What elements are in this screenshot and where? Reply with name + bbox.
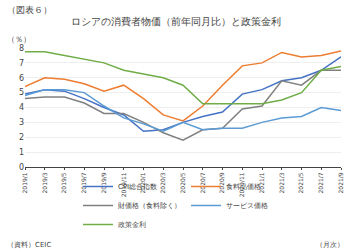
svg-text:政策金利: 政策金利 <box>118 221 146 229</box>
svg-text:2019/5: 2019/5 <box>60 172 67 193</box>
svg-text:食料品価格: 食料品価格 <box>226 183 261 191</box>
svg-text:2021/9: 2021/9 <box>337 172 344 193</box>
svg-text:サービス価格: サービス価格 <box>226 202 268 210</box>
svg-text:（月次）: （月次） <box>316 241 344 249</box>
svg-text:2020/5: 2020/5 <box>179 172 186 193</box>
svg-text:2019/1: 2019/1 <box>21 172 28 193</box>
svg-text:6: 6 <box>19 74 24 83</box>
svg-text:2019/11: 2019/11 <box>119 172 127 198</box>
svg-text:0: 0 <box>19 163 24 172</box>
svg-text:8: 8 <box>19 44 24 53</box>
svg-text:2019/3: 2019/3 <box>41 172 48 193</box>
svg-text:7: 7 <box>19 59 24 68</box>
svg-text:財価格（食料除く）: 財価格（食料除く） <box>118 202 181 210</box>
svg-text:（％）: （％） <box>7 35 31 44</box>
svg-text:ロシアの消費者物価（前年同月比）と政策金利: ロシアの消費者物価（前年同月比）と政策金利 <box>71 16 281 27</box>
svg-text:2021/3: 2021/3 <box>278 172 285 193</box>
svg-text:1: 1 <box>19 148 24 157</box>
svg-text:2: 2 <box>19 133 24 142</box>
svg-text:2020/3: 2020/3 <box>159 172 166 193</box>
svg-text:2021/5: 2021/5 <box>297 172 304 193</box>
svg-text:2019/9: 2019/9 <box>100 172 107 193</box>
svg-text:2020/7: 2020/7 <box>199 172 206 193</box>
svg-text:（図表６）: （図表６） <box>7 5 52 15</box>
svg-text:2021/7: 2021/7 <box>317 172 324 193</box>
svg-text:（資料）CEIC: （資料）CEIC <box>7 241 51 249</box>
svg-text:4: 4 <box>19 103 24 112</box>
svg-text:5: 5 <box>19 88 24 97</box>
svg-text:2020/9: 2020/9 <box>218 172 225 193</box>
svg-text:3: 3 <box>19 118 24 127</box>
svg-text:2020/11: 2020/11 <box>238 172 246 198</box>
svg-text:2019/7: 2019/7 <box>80 172 87 193</box>
svg-text:CPI総合指数: CPI総合指数 <box>118 183 157 191</box>
svg-text:2021/1: 2021/1 <box>258 172 265 194</box>
